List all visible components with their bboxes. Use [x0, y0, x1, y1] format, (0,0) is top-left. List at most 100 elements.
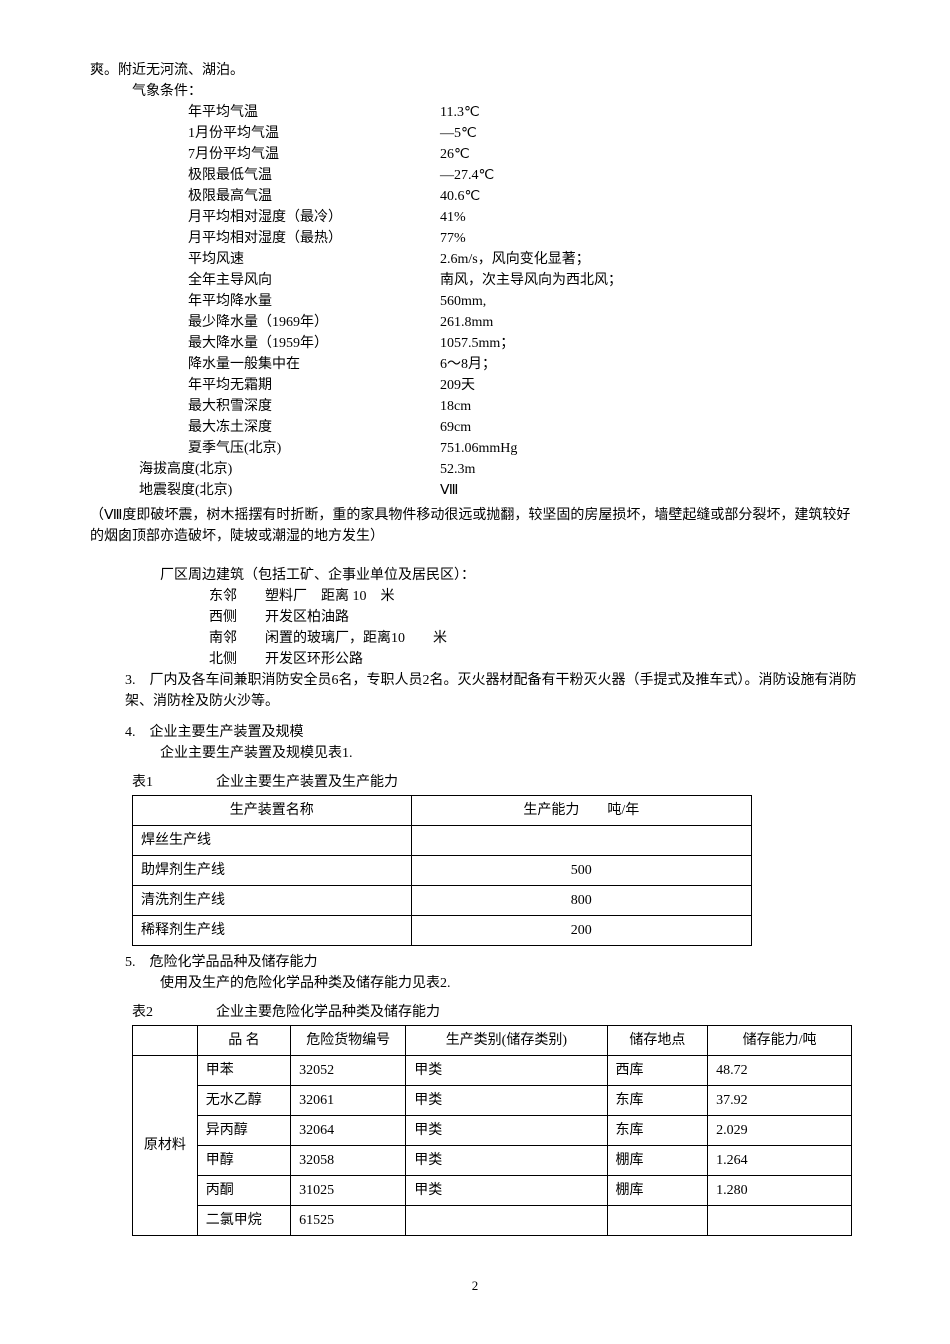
climate-value: 2.6m/s，风向变化显著；: [440, 249, 590, 270]
cell-name: 甲醇: [197, 1146, 290, 1176]
table1-title: 企业主要生产装置及生产能力: [216, 772, 398, 793]
cell-cat: 甲类: [406, 1116, 607, 1146]
neighbor-desc: 开发区环形公路: [265, 649, 363, 670]
cell-group: 原材料: [133, 1056, 198, 1236]
cell-code: 32058: [291, 1146, 406, 1176]
climate-row: 年平均降水量560mm,: [188, 291, 860, 312]
neighbor-row: 北侧开发区环形公路: [209, 649, 860, 670]
cell-cap: [411, 826, 751, 856]
climate-value: 52.3m: [440, 459, 475, 480]
neighbor-dir: 西侧: [209, 607, 265, 628]
climate-row: 最大冻土深度69cm: [188, 417, 860, 438]
climate-value: 6～8月；: [440, 354, 496, 375]
table-row: 丙酮 31025 甲类 棚库 1.280: [133, 1176, 852, 1206]
section-4-title: 4. 企业主要生产装置及规模: [125, 722, 860, 743]
table-2: 品 名 危险货物编号 生产类别(储存类别) 储存地点 储存能力/吨 原材料 甲苯…: [132, 1025, 852, 1236]
cell-code: 32052: [291, 1056, 406, 1086]
cell-cat: [406, 1206, 607, 1236]
page-number: 2: [90, 1276, 860, 1296]
table-row: 异丙醇 32064 甲类 东库 2.029: [133, 1116, 852, 1146]
climate-label: 最大降水量（1959年）: [188, 333, 440, 354]
climate-label: 最大积雪深度: [188, 396, 440, 417]
cell-name: 清洗剂生产线: [133, 886, 412, 916]
cell-code: 32064: [291, 1116, 406, 1146]
cell-cap: 200: [411, 916, 751, 946]
cell-name: 无水乙醇: [197, 1086, 290, 1116]
cell-cap: 1.280: [708, 1176, 852, 1206]
climate-label: 最少降水量（1969年）: [188, 312, 440, 333]
climate-row: 全年主导风向南风，次主导风向为西北风；: [188, 270, 860, 291]
climate-row: 地震裂度(北京)Ⅷ: [139, 480, 860, 501]
climate-list-level2: 海拔高度(北京)52.3m 地震裂度(北京)Ⅷ: [139, 459, 860, 501]
climate-value: 560mm,: [440, 291, 486, 312]
climate-row: 年平均无霜期209天: [188, 375, 860, 396]
table-1: 生产装置名称 生产能力 吨/年 焊丝生产线 助焊剂生产线500 清洗剂生产线80…: [132, 795, 752, 946]
neighbor-row: 西侧开发区柏油路: [209, 607, 860, 628]
climate-label: 年平均气温: [188, 102, 440, 123]
climate-row: 最大积雪深度18cm: [188, 396, 860, 417]
climate-value: 40.6℃: [440, 186, 480, 207]
table1-caption: 表1 企业主要生产装置及生产能力: [132, 772, 860, 793]
table2-number: 表2: [132, 1002, 216, 1023]
cell-name: 二氯甲烷: [197, 1206, 290, 1236]
cell-cat: 甲类: [406, 1056, 607, 1086]
table1-col-name: 生产装置名称: [133, 796, 412, 826]
neighbor-list: 东邻塑料厂 距离 10 米 西侧开发区柏油路 南邻闲置的玻璃厂，距离10 米 北…: [209, 586, 860, 670]
climate-row: 月平均相对湿度（最冷）41%: [188, 207, 860, 228]
neighbor-row: 南邻闲置的玻璃厂，距离10 米: [209, 628, 860, 649]
climate-value: 751.06mmHg: [440, 438, 517, 459]
climate-label: 年平均降水量: [188, 291, 440, 312]
section-5-sub: 使用及生产的危险化学品种类及储存能力见表2.: [160, 973, 860, 994]
table2-col-name: 品 名: [197, 1026, 290, 1056]
table-row: 无水乙醇 32061 甲类 东库 37.92: [133, 1086, 852, 1116]
section-5-title: 5. 危险化学品品种及储存能力: [125, 952, 860, 973]
table-row: 甲醇 32058 甲类 棚库 1.264: [133, 1146, 852, 1176]
cell-loc: 东库: [607, 1116, 708, 1146]
cell-cat: 甲类: [406, 1086, 607, 1116]
climate-value: 77%: [440, 228, 466, 249]
climate-label: 年平均无霜期: [188, 375, 440, 396]
climate-value: 26℃: [440, 144, 470, 165]
neighbor-dir: 东邻: [209, 586, 265, 607]
climate-row: 极限最低气温—27.4℃: [188, 165, 860, 186]
neighbor-dir: 北侧: [209, 649, 265, 670]
neighbor-row: 东邻塑料厂 距离 10 米: [209, 586, 860, 607]
cell-name: 焊丝生产线: [133, 826, 412, 856]
climate-row: 夏季气压(北京)751.06mmHg: [188, 438, 860, 459]
climate-row: 1月份平均气温—5℃: [188, 123, 860, 144]
table2-col-category: 生产类别(储存类别): [406, 1026, 607, 1056]
cell-code: 32061: [291, 1086, 406, 1116]
climate-row: 年平均气温11.3℃: [188, 102, 860, 123]
climate-label: 最大冻土深度: [188, 417, 440, 438]
table2-title: 企业主要危险化学品种类及储存能力: [216, 1002, 440, 1023]
cell-cap: 1.264: [708, 1146, 852, 1176]
cell-loc: 棚库: [607, 1176, 708, 1206]
cell-code: 31025: [291, 1176, 406, 1206]
table1-col-capacity: 生产能力 吨/年: [411, 796, 751, 826]
table1-number: 表1: [132, 772, 216, 793]
table2-caption: 表2 企业主要危险化学品种类及储存能力: [132, 1002, 860, 1023]
table-row: 原材料 甲苯 32052 甲类 西库 48.72: [133, 1056, 852, 1086]
table-row: 助焊剂生产线500: [133, 856, 752, 886]
table2-col-location: 储存地点: [607, 1026, 708, 1056]
climate-label: 月平均相对湿度（最冷）: [188, 207, 440, 228]
cell-cat: 甲类: [406, 1146, 607, 1176]
climate-row: 最少降水量（1969年）261.8mm: [188, 312, 860, 333]
climate-row: 降水量一般集中在6～8月；: [188, 354, 860, 375]
climate-list: 年平均气温11.3℃ 1月份平均气温—5℃ 7月份平均气温26℃ 极限最低气温—…: [188, 102, 860, 459]
neighbor-title: 厂区周边建筑（包括工矿、企事业单位及居民区）：: [160, 565, 860, 586]
cell-loc: 棚库: [607, 1146, 708, 1176]
cell-name: 稀释剂生产线: [133, 916, 412, 946]
climate-row: 月平均相对湿度（最热）77%: [188, 228, 860, 249]
climate-label: 7月份平均气温: [188, 144, 440, 165]
climate-label: 月平均相对湿度（最热）: [188, 228, 440, 249]
climate-value: 41%: [440, 207, 466, 228]
table-row: 稀释剂生产线200: [133, 916, 752, 946]
climate-value: 261.8mm: [440, 312, 493, 333]
climate-value: 209天: [440, 375, 475, 396]
neighbor-dir: 南邻: [209, 628, 265, 649]
climate-label: 全年主导风向: [188, 270, 440, 291]
climate-value: 18cm: [440, 396, 471, 417]
cell-loc: 东库: [607, 1086, 708, 1116]
table-row: 二氯甲烷 61525: [133, 1206, 852, 1236]
